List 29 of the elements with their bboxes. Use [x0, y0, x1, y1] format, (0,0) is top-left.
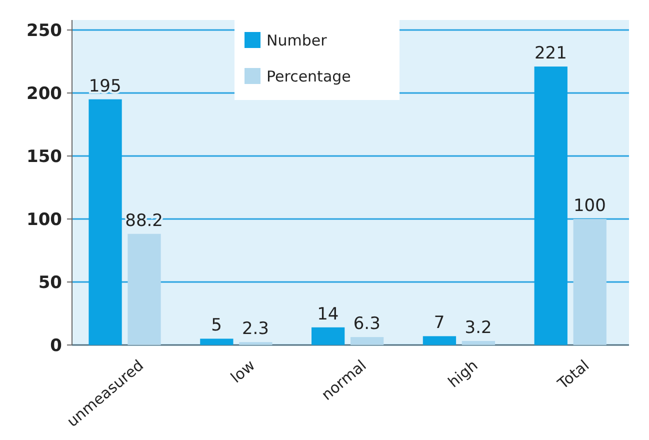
- y-tick-label: 0: [50, 336, 62, 356]
- bar: [422, 336, 456, 345]
- x-tick-label: low: [227, 356, 258, 387]
- y-tick-label: 250: [26, 20, 62, 41]
- data-label: 5: [211, 316, 222, 336]
- data-label: 6.3: [353, 314, 380, 334]
- legend-label: Percentage: [266, 67, 351, 86]
- legend-label: Number: [266, 31, 328, 50]
- bar: [350, 337, 384, 345]
- bar: [462, 340, 496, 345]
- y-tick-label: 50: [38, 272, 62, 293]
- y-tick-label: 150: [26, 146, 62, 167]
- data-label: 195: [88, 76, 122, 96]
- y-tick-label: 100: [26, 210, 62, 230]
- bar: [573, 219, 606, 345]
- data-label: 3.2: [464, 318, 492, 338]
- data-label: 221: [534, 44, 567, 64]
- data-label: 100: [573, 196, 606, 216]
- data-label: 14: [317, 304, 339, 324]
- bar: [88, 99, 122, 345]
- y-tick-label: 200: [26, 84, 62, 104]
- bar: [312, 327, 345, 345]
- bar: [200, 338, 234, 345]
- data-label: 7: [434, 313, 445, 334]
- data-label: 2.3: [242, 319, 269, 340]
- bar: [128, 234, 161, 345]
- bar: [239, 342, 272, 345]
- bar: [534, 66, 568, 345]
- x-tick-label: high: [444, 356, 482, 392]
